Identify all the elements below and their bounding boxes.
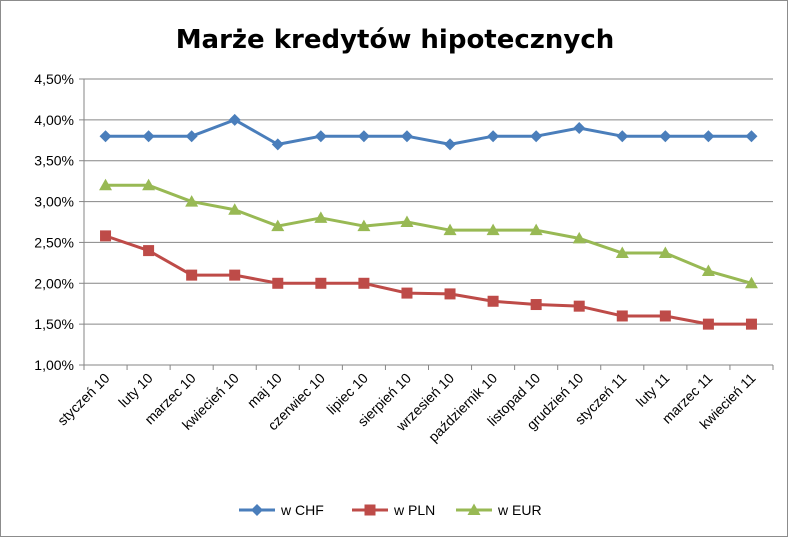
data-point	[401, 287, 413, 299]
data-point	[272, 277, 284, 289]
data-point	[444, 138, 457, 151]
data-point	[229, 269, 241, 281]
data-point	[573, 300, 585, 312]
data-point	[143, 245, 155, 257]
data-point	[142, 130, 155, 143]
data-point	[702, 130, 715, 143]
legend-label: w EUR	[497, 502, 542, 518]
data-point	[314, 211, 328, 223]
data-point	[251, 504, 263, 516]
data-point	[572, 231, 586, 244]
data-point	[745, 318, 757, 330]
data-point	[358, 277, 370, 289]
data-point	[186, 269, 198, 281]
data-point	[142, 178, 156, 191]
data-point	[99, 178, 113, 191]
data-point	[486, 223, 500, 236]
data-point	[228, 113, 241, 126]
data-point	[659, 130, 672, 143]
x-tick-label: maj 10	[244, 370, 285, 411]
data-point	[616, 310, 628, 322]
x-tick-label: styczeń 10	[54, 370, 113, 429]
series-w-eur	[99, 178, 758, 289]
y-tick-label: 1,50%	[34, 316, 74, 332]
series-line	[105, 183, 752, 285]
data-point	[314, 130, 327, 143]
data-point	[271, 138, 284, 151]
x-tick-label: luty 11	[633, 370, 673, 410]
series-line	[105, 118, 752, 146]
data-point	[99, 130, 112, 143]
data-point	[658, 246, 672, 259]
data-point	[701, 264, 715, 277]
series-layer	[99, 113, 758, 330]
series-w-chf	[99, 113, 758, 151]
data-point	[616, 130, 629, 143]
data-point	[364, 504, 376, 516]
data-point	[357, 219, 371, 232]
data-point	[702, 318, 714, 330]
data-point	[271, 219, 285, 232]
y-tick-label: 4,50%	[34, 71, 74, 87]
legend-label: w PLN	[393, 502, 435, 518]
y-tick-label: 3,00%	[34, 194, 74, 210]
data-point	[573, 122, 586, 135]
data-point	[530, 299, 542, 311]
data-point	[400, 130, 413, 143]
legend-item: w EUR	[456, 502, 542, 518]
y-tick-label: 2,50%	[34, 234, 74, 250]
y-tick-label: 2,00%	[34, 275, 74, 291]
series-w-pln	[100, 230, 757, 330]
y-tick-label: 1,00%	[34, 357, 74, 373]
data-point	[467, 503, 481, 515]
data-point	[529, 223, 543, 236]
data-point	[185, 130, 198, 143]
data-point	[443, 223, 457, 236]
y-tick-label: 3,50%	[34, 153, 74, 169]
y-tick-label: 4,00%	[34, 112, 74, 128]
legend: w CHF w PLN w EUR	[239, 502, 542, 518]
data-point	[745, 130, 758, 143]
legend-item: w PLN	[352, 502, 435, 518]
legend-item: w CHF	[239, 502, 324, 518]
data-point	[228, 203, 242, 215]
data-point	[744, 276, 758, 289]
data-point	[315, 277, 327, 289]
data-point	[100, 230, 112, 242]
data-point	[357, 130, 370, 143]
data-point	[615, 246, 629, 259]
data-point	[444, 288, 456, 300]
x-tick-label: luty 10	[115, 370, 156, 411]
data-point	[487, 130, 500, 143]
chart-title: Marże kredytów hipotecznych	[176, 25, 615, 55]
data-point	[185, 195, 199, 207]
data-point	[530, 130, 543, 143]
grid-layer	[84, 78, 773, 366]
legend-label: w CHF	[280, 502, 324, 518]
data-point	[400, 215, 414, 227]
series-line	[105, 234, 752, 326]
data-point	[659, 310, 671, 322]
data-point	[487, 295, 499, 307]
